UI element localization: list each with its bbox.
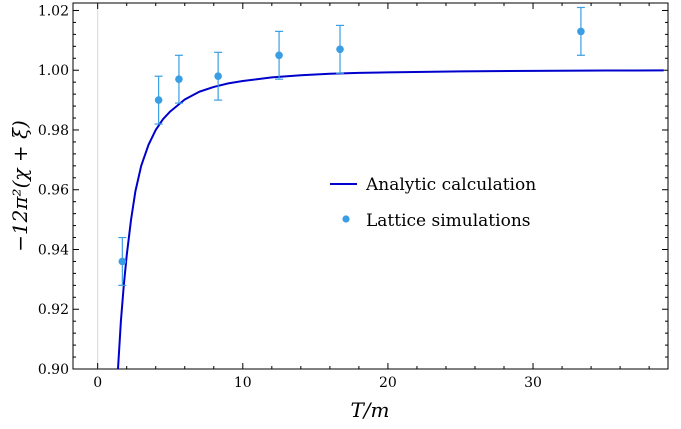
y-tick-label: 0.96 [38,183,69,199]
y-tick-label: 0.94 [38,242,69,258]
y-tick-label: 0.90 [38,362,69,378]
x-tick-label: 20 [379,375,397,391]
y-axis-label: −12π²(χ + ξ) [8,120,32,252]
analytic-curve [116,69,664,370]
x-axis-label: T/m [350,398,389,422]
lattice-point [214,72,222,80]
x-tick-label: 10 [234,375,252,391]
lattice-series [118,6,585,286]
x-tick-label: 0 [93,375,102,391]
y-tick-label: 1.00 [38,63,69,79]
legend-label-lattice: Lattice simulations [366,211,531,231]
lattice-point [118,257,127,266]
legend-marker-swatch [342,215,350,223]
analytic-series [116,69,664,370]
lattice-point [175,75,183,83]
lattice-point [336,45,344,54]
y-tick-label: 0.92 [38,302,69,318]
legend-label-analytic: Analytic calculation [365,175,536,195]
y-tick-label: 1.02 [38,3,69,19]
lattice-point [275,51,283,60]
lattice-point [577,27,585,36]
plot-frame [72,2,669,370]
lattice-point [154,96,163,104]
legend: Analytic calculation Lattice simulations [330,175,536,231]
x-tick-label: 30 [524,375,542,391]
ticks: 0 10 20 30 0.90 0.92 0.94 0.96 0.98 1.00 1.02 [38,3,668,391]
y-tick-label: 0.98 [38,123,69,139]
